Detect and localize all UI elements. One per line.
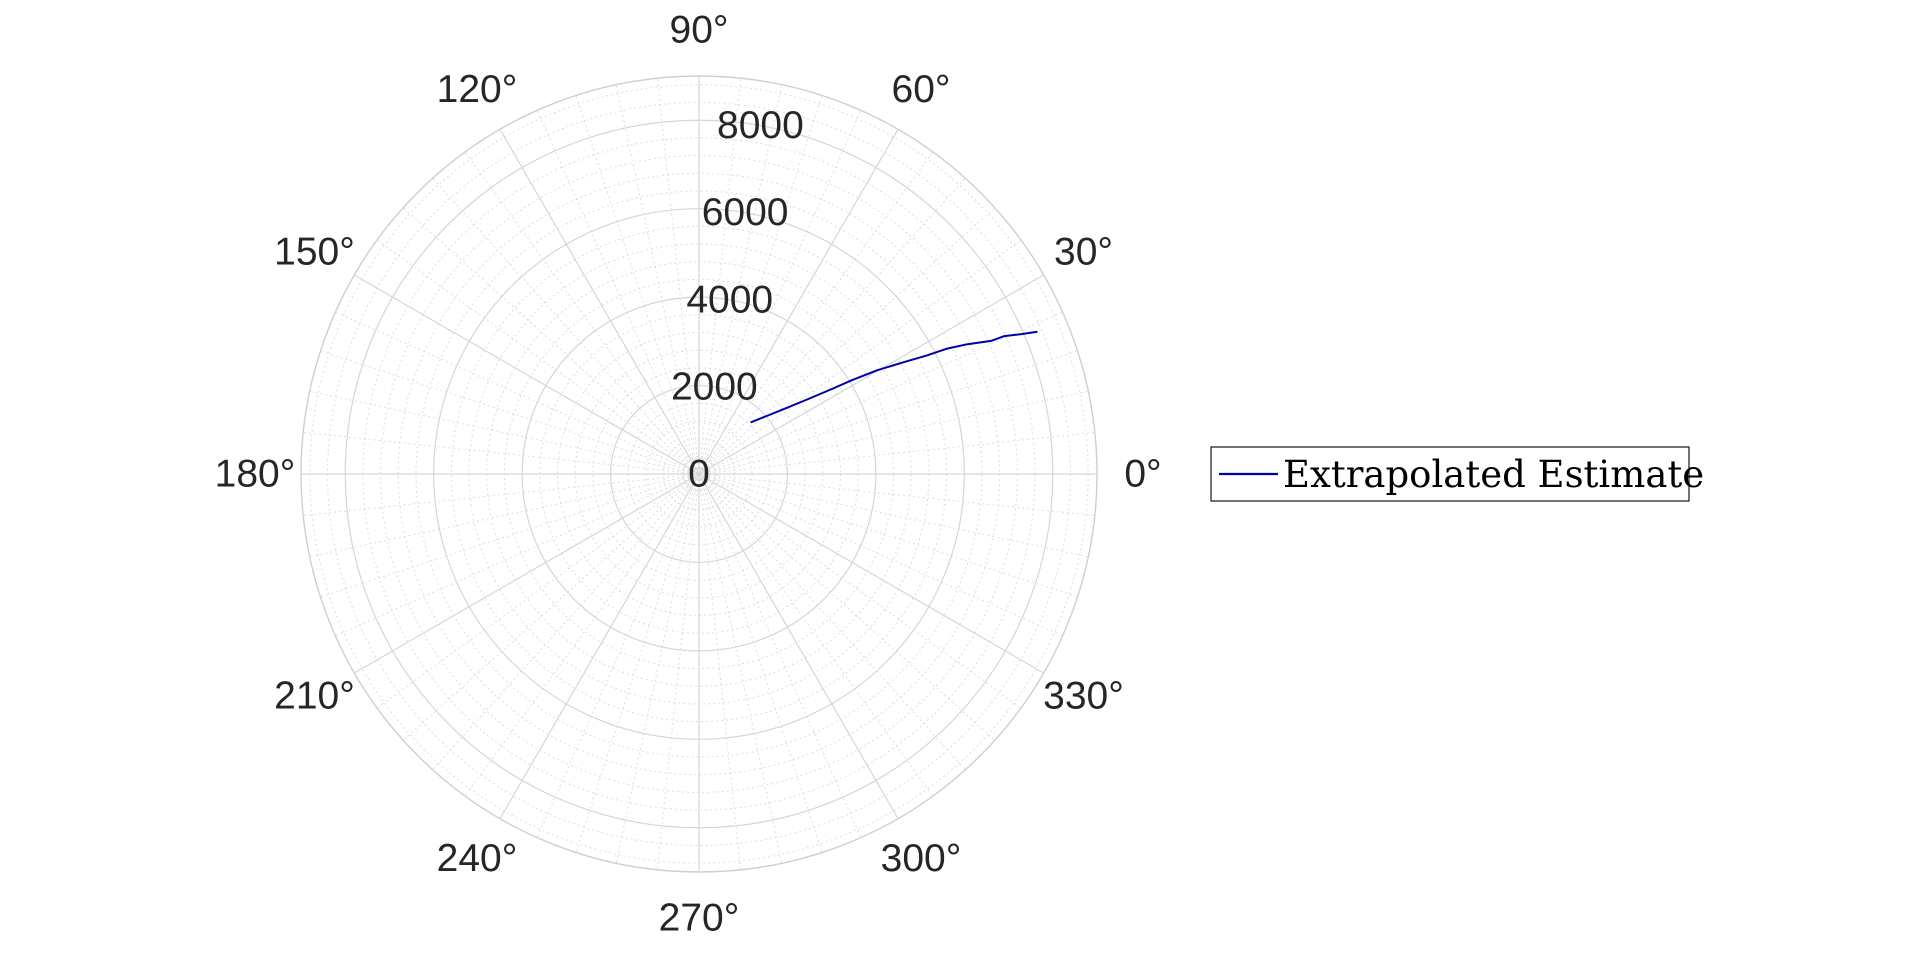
minor-grid-spoke [536, 473, 700, 838]
theta-tick-label: 210° [274, 675, 355, 718]
minor-grid-spoke [698, 207, 996, 475]
minor-grid-spoke [698, 95, 823, 475]
minor-grid-spoke [698, 473, 1063, 637]
minor-grid-spoke [615, 84, 700, 475]
minor-grid-spoke [698, 473, 823, 853]
minor-grid-spoke [656, 78, 700, 475]
r-tick-label: 6000 [702, 191, 789, 234]
theta-tick-label: 150° [274, 231, 355, 274]
r-tick-label: 8000 [717, 104, 804, 147]
minor-grid-spoke [698, 239, 1022, 475]
minor-grid-spoke [698, 350, 1078, 475]
minor-grid-spoke [656, 473, 700, 870]
theta-tick-label: 0° [1124, 453, 1161, 496]
minor-grid-spoke [335, 311, 700, 475]
minor-grid-spoke [376, 239, 700, 475]
minor-grid-spoke [432, 473, 700, 771]
minor-grid-spoke [309, 390, 700, 475]
theta-tick-label: 60° [892, 68, 951, 111]
minor-grid-spoke [464, 151, 700, 475]
minor-grid-spoke [698, 473, 966, 771]
r-tick-label: 4000 [686, 278, 773, 321]
minor-grid-spoke [698, 390, 1089, 475]
minor-grid-spoke [464, 473, 700, 797]
minor-grid-spoke [698, 110, 862, 475]
legend: Extrapolated Estimate [1210, 446, 1704, 502]
major-grid-spoke [499, 473, 700, 819]
theta-tick-label: 30° [1054, 231, 1113, 274]
minor-grid-spoke [698, 473, 1078, 598]
minor-grid-spoke [698, 431, 1095, 475]
minor-grid-spoke [320, 350, 700, 475]
theta-tick-label: 180° [215, 453, 296, 496]
theta-tick-label: 120° [437, 68, 518, 111]
theta-tick-label: 240° [437, 837, 518, 880]
major-grid-spoke [354, 473, 700, 674]
theta-tick-label: 300° [881, 837, 962, 880]
theta-tick-label: 90° [670, 9, 729, 52]
minor-grid-spoke [698, 84, 783, 475]
major-grid-spoke [354, 274, 700, 475]
minor-grid-spoke [402, 207, 700, 475]
series-line [750, 330, 1038, 424]
minor-grid-spoke [536, 110, 700, 475]
minor-grid-spoke [698, 151, 934, 475]
minor-grid-spoke [402, 473, 700, 741]
minor-grid-spoke [698, 473, 1095, 517]
major-grid-spoke [698, 274, 1044, 475]
major-grid-spoke [499, 129, 700, 475]
minor-grid-spoke [698, 473, 783, 864]
minor-grid-spoke [698, 473, 1022, 709]
minor-grid-spoke [320, 473, 700, 598]
legend-box [1210, 446, 1690, 502]
minor-grid-spoke [698, 473, 934, 797]
minor-grid-spoke [698, 473, 742, 870]
minor-grid-spoke [698, 473, 1089, 558]
theta-tick-label: 330° [1043, 675, 1124, 718]
major-grid [300, 75, 1098, 873]
r-tick-labels: 0 2000 4000 6000 8000 [671, 104, 804, 495]
theta-tick-labels: 0° 30° 60° 90° 120° 150° 180° 210° 240° 270° 300° 3… [215, 9, 1162, 940]
minor-grid-spoke [698, 177, 966, 475]
minor-grid-spoke [303, 431, 700, 475]
minor-grid-spoke [698, 311, 1063, 475]
r-tick-label: 0 [688, 453, 710, 496]
series-layer [750, 330, 1038, 424]
theta-tick-label: 270° [659, 897, 740, 940]
major-grid-spoke [698, 473, 1044, 674]
minor-grid-spoke [698, 473, 862, 838]
minor-grid-spoke [309, 473, 700, 558]
minor-grid-spoke [303, 473, 700, 517]
minor-grid-spoke [432, 177, 700, 475]
major-grid-spoke [698, 129, 899, 475]
minor-grid-spoke [575, 473, 700, 853]
minor-grid-spoke [698, 78, 742, 475]
major-grid-spoke [698, 473, 899, 819]
minor-grid-spoke [376, 473, 700, 709]
minor-grid-spoke [615, 473, 700, 864]
r-tick-label: 2000 [671, 365, 758, 408]
legend-entry-label: Extrapolated Estimate [1283, 453, 1704, 496]
minor-grid-spoke [698, 473, 996, 741]
minor-grid-spoke [335, 473, 700, 637]
minor-grid-spoke [575, 95, 700, 475]
